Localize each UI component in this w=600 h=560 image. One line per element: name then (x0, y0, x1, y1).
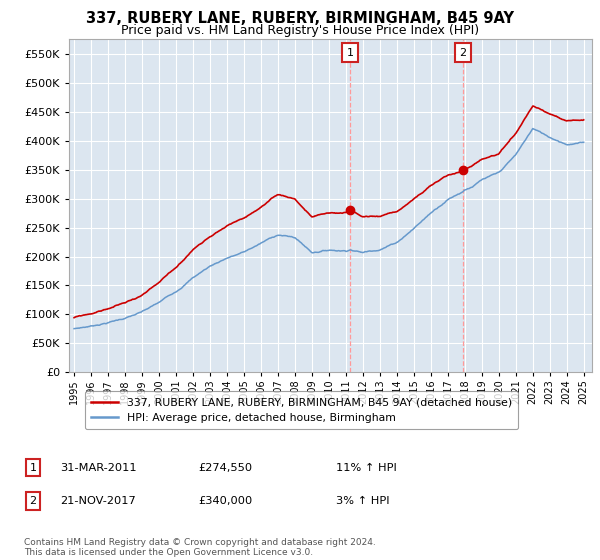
Text: £340,000: £340,000 (198, 496, 252, 506)
Text: 2: 2 (460, 48, 467, 58)
Text: 21-NOV-2017: 21-NOV-2017 (60, 496, 136, 506)
Text: 1: 1 (29, 463, 37, 473)
Text: £274,550: £274,550 (198, 463, 252, 473)
Legend: 337, RUBERY LANE, RUBERY, BIRMINGHAM, B45 9AY (detached house), HPI: Average pri: 337, RUBERY LANE, RUBERY, BIRMINGHAM, B4… (85, 391, 518, 430)
Text: 337, RUBERY LANE, RUBERY, BIRMINGHAM, B45 9AY: 337, RUBERY LANE, RUBERY, BIRMINGHAM, B4… (86, 11, 514, 26)
Text: 3% ↑ HPI: 3% ↑ HPI (336, 496, 389, 506)
Text: 31-MAR-2011: 31-MAR-2011 (60, 463, 137, 473)
Text: 2: 2 (29, 496, 37, 506)
Text: Price paid vs. HM Land Registry's House Price Index (HPI): Price paid vs. HM Land Registry's House … (121, 24, 479, 37)
Text: Contains HM Land Registry data © Crown copyright and database right 2024.
This d: Contains HM Land Registry data © Crown c… (24, 538, 376, 557)
Text: 11% ↑ HPI: 11% ↑ HPI (336, 463, 397, 473)
Text: 1: 1 (347, 48, 353, 58)
